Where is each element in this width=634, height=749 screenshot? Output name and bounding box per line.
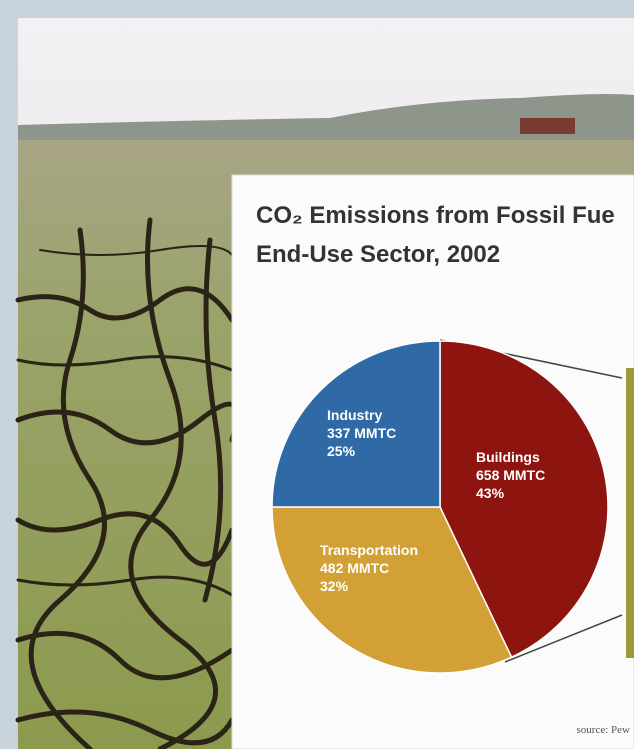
slice-label: Buildings <box>476 449 540 465</box>
chart-panel: CO₂ Emissions from Fossil Fue End-Use Se… <box>231 174 634 749</box>
source: source: Pew <box>577 724 631 736</box>
pie-slice <box>271 506 513 674</box>
value-label: 482 MMTC <box>320 560 389 576</box>
percent-label: 43% <box>476 485 505 501</box>
arrow <box>504 614 623 663</box>
value-label: 658 MMTC <box>476 467 545 483</box>
slice-label: Transportation <box>320 542 418 558</box>
pie-slice <box>271 340 441 508</box>
slice-label: Industry <box>327 407 382 423</box>
percent-label: 32% <box>320 578 349 594</box>
chart-title: CO₂ Emissions from Fossil Fue <box>256 202 615 229</box>
cropped-bar <box>626 368 634 658</box>
percent-label: 25% <box>327 443 356 459</box>
value-label: 337 MMTC <box>327 425 396 441</box>
pie-slice <box>439 340 609 659</box>
pie: Buildings 658 MMTC 43% Transportation 482 MM… <box>271 340 609 674</box>
chart-title: End-Use Sector, 2002 <box>256 241 500 268</box>
